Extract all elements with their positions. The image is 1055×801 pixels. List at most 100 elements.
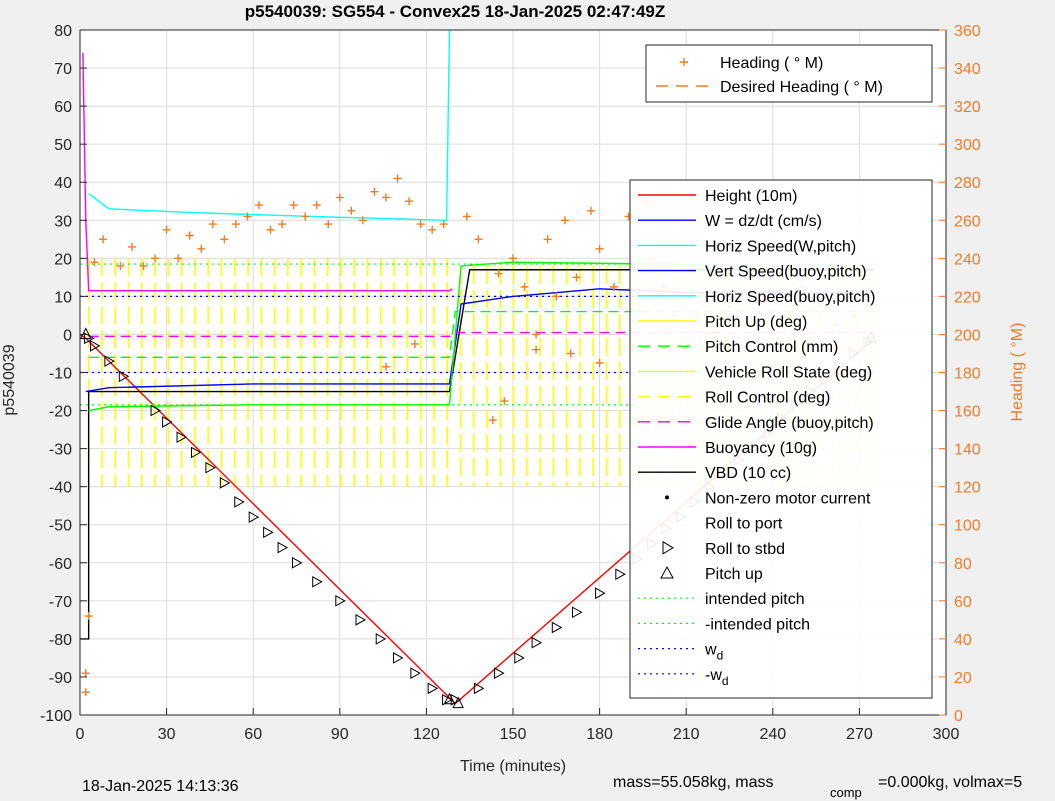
roll-to-stbd-marker bbox=[494, 667, 505, 679]
heading-marker bbox=[370, 187, 379, 196]
y-axis-right: 3603403203002802602402202001801601401201… bbox=[939, 23, 981, 725]
legend-main-label-text: -w bbox=[705, 667, 722, 684]
legend-main-label-text: W = dz/dt (cm/s) bbox=[705, 213, 822, 230]
pitch-up-marker bbox=[452, 696, 464, 709]
y-tick-label-right: 300 bbox=[954, 137, 981, 154]
legend-heading-label: Desired Heading ( ° M) bbox=[720, 79, 883, 96]
roll-to-stbd-marker bbox=[410, 667, 421, 679]
y-tick-label-left: -20 bbox=[49, 404, 72, 421]
legend-main-label: intended pitch bbox=[705, 591, 805, 608]
legend-heading: Heading ( ° M) Desired Heading ( ° M) bbox=[645, 44, 933, 103]
legend-heading-box bbox=[645, 44, 933, 103]
legend-main-label: wd bbox=[704, 642, 723, 663]
heading-marker bbox=[84, 612, 93, 621]
x-axis-label: Time (minutes) bbox=[460, 758, 566, 775]
legend-main-label: Pitch Control (mm) bbox=[705, 339, 838, 356]
heading-marker bbox=[174, 254, 183, 263]
heading-marker bbox=[358, 216, 367, 225]
y-tick-label-right: 40 bbox=[954, 632, 972, 649]
y-tick-label-left: -30 bbox=[49, 442, 72, 459]
heading-marker bbox=[197, 244, 206, 253]
x-tick-label: 60 bbox=[244, 726, 262, 743]
y-tick-label-right: 260 bbox=[954, 213, 981, 230]
heading-marker bbox=[116, 261, 125, 270]
x-tick-label: 210 bbox=[673, 726, 700, 743]
legend-main-label-text: Roll to port bbox=[705, 516, 783, 533]
footer-volmax: =0.000kg, volmax=5 bbox=[878, 774, 1022, 791]
x-tick-label: 300 bbox=[933, 726, 960, 743]
legend-heading-marker bbox=[680, 58, 688, 66]
series-vbd-10-cc- bbox=[80, 269, 874, 640]
heading-marker bbox=[220, 235, 229, 244]
legend-tri-right bbox=[662, 540, 674, 555]
legend-main-label: Vert Speed(buoy,pitch) bbox=[705, 264, 867, 281]
y-tick-label-right: 160 bbox=[954, 404, 981, 421]
heading-marker bbox=[520, 282, 529, 291]
legend-heading-label: Heading ( ° M) bbox=[720, 55, 823, 72]
legend-main-label: Glide Angle (buoy,pitch) bbox=[705, 415, 874, 432]
heading-marker bbox=[393, 174, 402, 183]
legend-main-label-text: -intended pitch bbox=[705, 616, 810, 633]
heading-marker bbox=[474, 235, 483, 244]
pitch-up-marker bbox=[443, 692, 456, 705]
pitch-up-marker bbox=[79, 327, 92, 339]
legend-main-label: Non-zero motor current bbox=[705, 490, 871, 507]
heading-marker bbox=[335, 193, 344, 202]
legend-main-label: Roll Control (deg) bbox=[705, 390, 830, 407]
heading-marker bbox=[500, 397, 509, 406]
roll-to-stbd-marker bbox=[312, 575, 323, 588]
heading-marker bbox=[243, 212, 252, 221]
roll-to-stbd-marker bbox=[615, 568, 626, 581]
heading-marker bbox=[586, 206, 595, 215]
heading-marker bbox=[494, 269, 503, 278]
legend-main-label: W = dz/dt (cm/s) bbox=[705, 213, 822, 230]
roll-to-stbd-marker bbox=[375, 633, 387, 645]
x-tick-label: 0 bbox=[76, 726, 85, 743]
heading-marker bbox=[151, 254, 160, 263]
y-tick-label-left: 70 bbox=[54, 61, 72, 78]
legend-main-label: Height (10m) bbox=[705, 188, 797, 205]
footer-timestamp: 18-Jan-2025 14:13:36 bbox=[82, 778, 239, 795]
legend-main-label-text: Height (10m) bbox=[705, 188, 797, 205]
y-tick-label-left: 20 bbox=[54, 251, 72, 268]
x-tick-label: 150 bbox=[500, 726, 527, 743]
roll-to-stbd-marker bbox=[263, 526, 274, 539]
heading-marker bbox=[324, 220, 333, 229]
x-tick-label: 240 bbox=[759, 726, 786, 743]
legend-main-label-text: Roll to stbd bbox=[705, 541, 785, 558]
y-tick-label-left: 30 bbox=[54, 213, 72, 230]
legend-main-label-text: Roll Control (deg) bbox=[705, 390, 830, 407]
roll-to-stbd-marker bbox=[190, 446, 202, 459]
y-tick-label-right: 320 bbox=[954, 99, 981, 116]
legend-main-label-text: w bbox=[704, 642, 717, 659]
heading-marker bbox=[81, 669, 90, 678]
heading-marker bbox=[312, 201, 321, 210]
legend-main-label: -intended pitch bbox=[705, 616, 810, 633]
x-tick-label: 270 bbox=[846, 726, 873, 743]
heading-marker bbox=[266, 225, 275, 234]
legend-main-label-text: Non-zero motor current bbox=[705, 490, 871, 507]
series-buoyancy-10g- bbox=[82, 52, 453, 292]
heading-marker bbox=[278, 220, 287, 229]
roll-to-stbd-marker bbox=[176, 431, 188, 444]
y-tick-label-left: 40 bbox=[54, 175, 72, 192]
y-tick-label-right: 240 bbox=[954, 251, 981, 268]
legend-main-label-text: Glide Angle (buoy,pitch) bbox=[705, 415, 874, 432]
y-axis-label-right: Heading ( °M) bbox=[1009, 323, 1026, 422]
roll-to-stbd-marker bbox=[162, 416, 173, 428]
roll-to-stbd-marker bbox=[219, 477, 231, 489]
y-tick-label-right: 100 bbox=[954, 518, 981, 535]
legend-main-box bbox=[629, 179, 933, 699]
y-tick-label-right: 200 bbox=[954, 327, 981, 344]
legend-main-label: Vehicle Roll State (deg) bbox=[705, 364, 872, 381]
legend-main-label: Pitch up bbox=[705, 566, 763, 583]
legend-main-label: Pitch Up (deg) bbox=[705, 314, 807, 331]
series-horiz-speed-w-pitch- bbox=[88, 29, 451, 221]
legend-main-label: Roll to port bbox=[705, 516, 783, 533]
roll-to-stbd-marker bbox=[393, 652, 404, 664]
heading-marker bbox=[185, 231, 194, 240]
legend-main-label-subscript: d bbox=[722, 674, 729, 688]
legend-main-label-text: Horiz Speed(W,pitch) bbox=[705, 238, 856, 255]
legend-main-label: Horiz Speed(W,pitch) bbox=[705, 238, 856, 255]
y-tick-label-left: -70 bbox=[49, 594, 72, 611]
